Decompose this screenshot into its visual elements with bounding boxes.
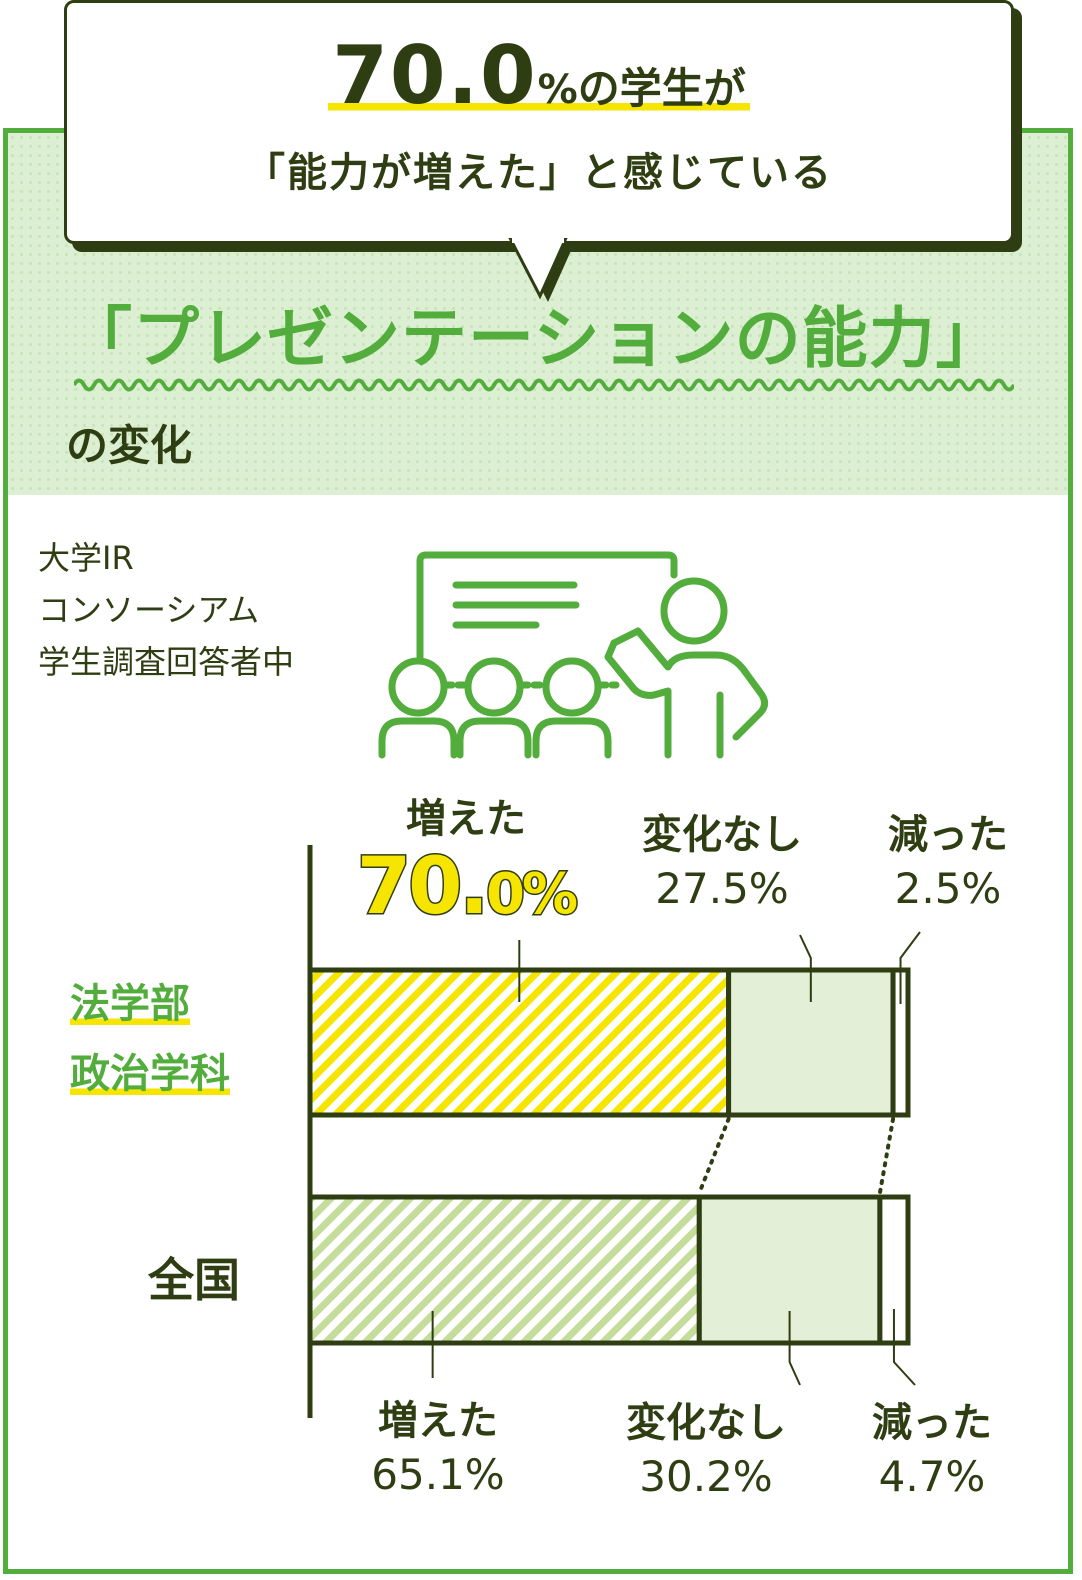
label-top-increased-name: 増えた <box>406 792 526 846</box>
label-value: 30.2% <box>639 1452 773 1501</box>
presentation-icon <box>378 551 769 759</box>
leader-line <box>799 934 812 1002</box>
source-line-2: コンソーシアム <box>38 591 260 629</box>
wavy-underline <box>74 378 1014 392</box>
label-value: 65.1% <box>371 1450 505 1499</box>
label-value: 4.7% <box>878 1452 986 1501</box>
label-top-increased-value: 70.0% <box>355 841 580 934</box>
label-bottom-unchanged: 変化なし 30.2% <box>626 1396 786 1504</box>
category-label-top-line-1: 法学部 <box>70 981 190 1027</box>
leader-line <box>892 1309 916 1386</box>
headline-line-2: 「能力が増えた」と感じている <box>245 150 833 196</box>
headline-unit: % <box>537 67 578 113</box>
label-name: 変化なし <box>626 1400 786 1446</box>
label-top-decreased: 減った 2.5% <box>888 808 1008 916</box>
headline-line-1: 70.0%の学生が <box>64 36 1014 130</box>
label-name: 増えた <box>378 1398 498 1444</box>
speech-bubble <box>64 0 1014 244</box>
label-name: 減った <box>888 812 1008 858</box>
speech-bubble-tail <box>508 238 574 302</box>
label-bottom-increased: 増えた 65.1% <box>371 1394 504 1502</box>
leader-line <box>899 931 921 1004</box>
big-value-int: 70. <box>355 841 490 934</box>
source-line-1: 大学IR <box>38 539 134 577</box>
label-top-unchanged: 変化なし 27.5% <box>642 808 802 916</box>
label-name: 増えた <box>406 796 526 842</box>
source-note: 大学IR コンソーシアム 学生調査回答者中 <box>38 532 294 688</box>
headline-highlight: 70.0%の学生が <box>328 36 750 116</box>
headline-value: 70.0 <box>332 29 538 122</box>
label-value: 27.5% <box>655 864 789 913</box>
label-name: 変化なし <box>642 812 802 858</box>
topic-title: 「プレゼンテーションの能力」 <box>66 300 1003 377</box>
big-value-dec: 0% <box>485 861 580 929</box>
topic-subtitle: の変化 <box>66 421 193 470</box>
bar-bottom-increased <box>307 1194 702 1346</box>
category-label-top-line-2: 政治学科 <box>70 1051 230 1097</box>
connector-line <box>877 1117 896 1195</box>
category-label-bottom: 全国 <box>148 1253 240 1307</box>
leader-line <box>788 1311 801 1386</box>
label-bottom-decreased: 減った 4.7% <box>872 1396 992 1504</box>
headline-rest: の学生が <box>577 64 746 113</box>
label-value: 2.5% <box>894 864 1002 913</box>
source-line-3: 学生調査回答者中 <box>38 643 295 681</box>
label-name: 減った <box>872 1400 992 1446</box>
connector-line <box>697 1117 731 1195</box>
